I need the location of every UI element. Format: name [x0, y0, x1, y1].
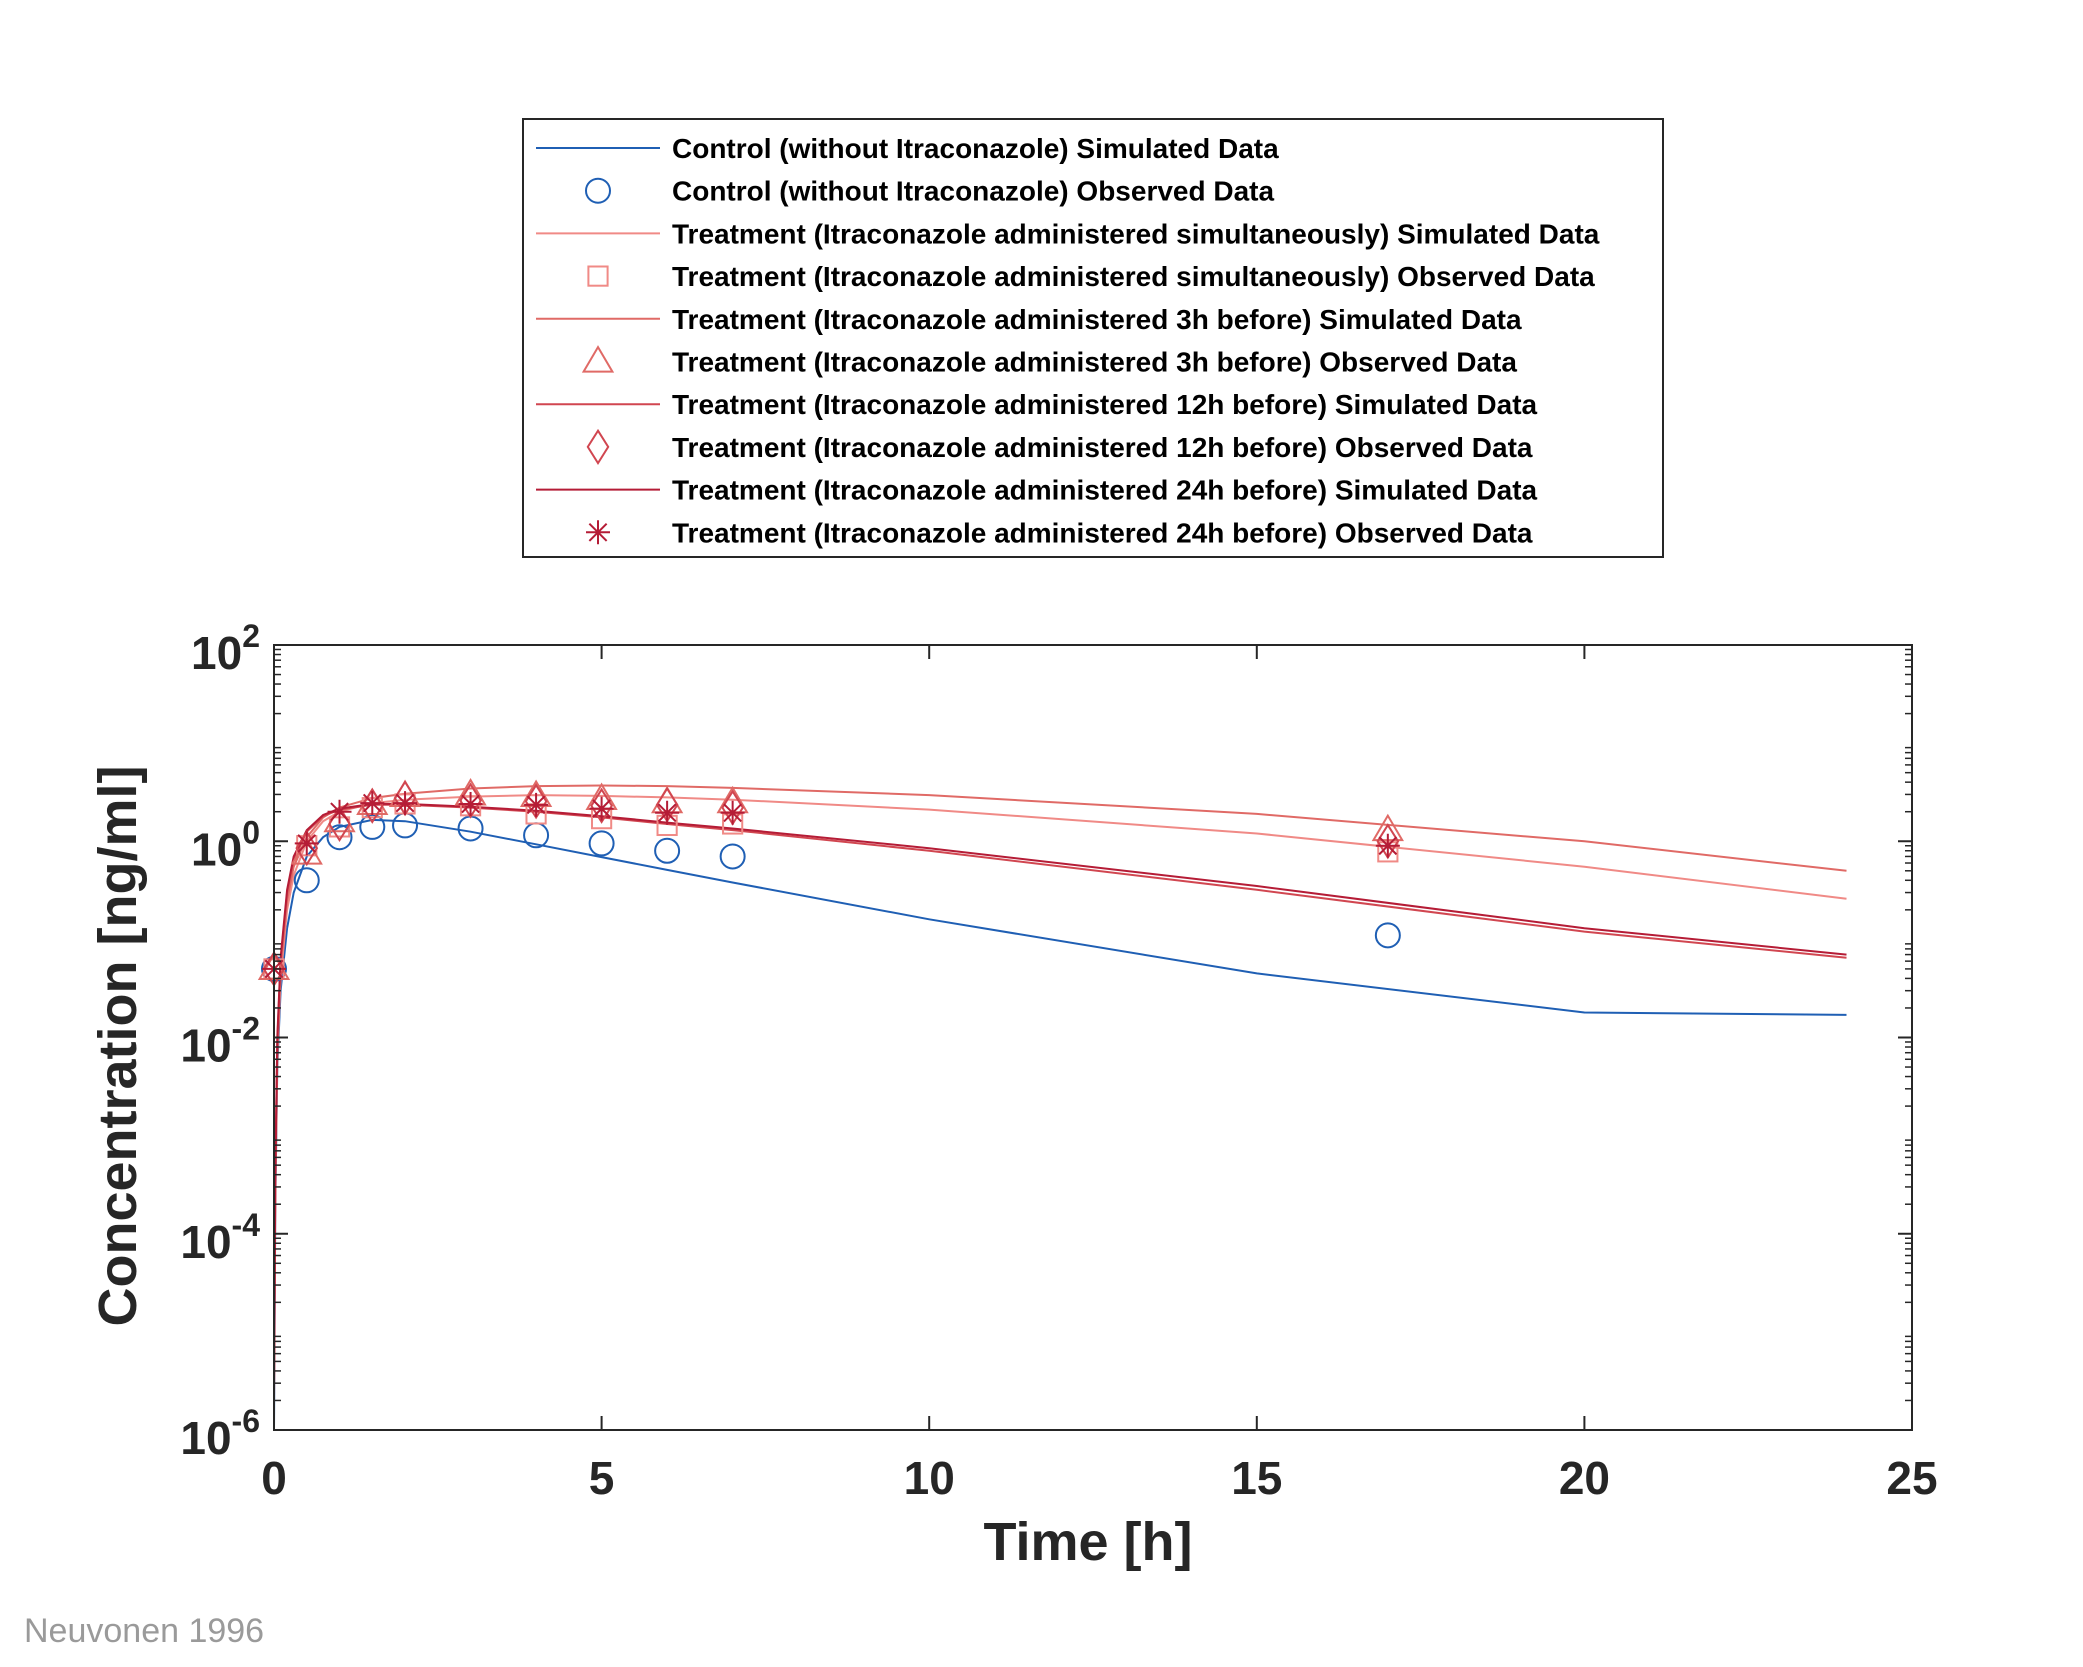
legend-item: Treatment (Itraconazole administered sim…: [536, 218, 1600, 249]
legend-label: Treatment (Itraconazole administered 24h…: [672, 517, 1533, 548]
series-line: [273, 784, 1847, 1401]
legend-item: Treatment (Itraconazole administered 24h…: [536, 475, 1538, 506]
legend-label: Treatment (Itraconazole administered sim…: [672, 218, 1600, 249]
legend: Control (without Itraconazole) Simulated…: [522, 118, 1664, 558]
data-point: [459, 782, 482, 819]
legend-marker-swatch: [581, 345, 615, 373]
y-axis-label: Concentration [ng/ml]: [88, 766, 148, 1327]
legend-label: Treatment (Itraconazole administered 24h…: [672, 475, 1538, 506]
data-point: [393, 791, 418, 816]
data-point: [719, 843, 746, 870]
legend-label: Treatment (Itraconazole administered 3h …: [672, 347, 1517, 378]
data-point: [590, 787, 613, 824]
x-axis-label: Time [h]: [983, 1512, 1192, 1572]
legend-label: Treatment (Itraconazole administered 12h…: [672, 432, 1533, 463]
y-tick-label: 10-6: [180, 1403, 260, 1464]
data-point: [654, 837, 681, 864]
legend-label: Control (without Itraconazole) Simulated…: [672, 133, 1279, 164]
data-point: [589, 796, 614, 821]
legend-marker-swatch: [585, 177, 611, 204]
axes-box: [273, 644, 1913, 1431]
data-point: [392, 812, 419, 839]
y-tick-label: 102: [191, 618, 260, 679]
data-point: [1374, 922, 1401, 949]
data-point: [1375, 833, 1400, 858]
data-point: [524, 792, 549, 817]
x-tick-label: 0: [261, 1452, 287, 1504]
data-point: [655, 800, 680, 825]
data-point: [359, 813, 386, 840]
data-point: [360, 787, 384, 824]
legend-item: Treatment (Itraconazole administered sim…: [587, 261, 1595, 292]
legend-item: Treatment (Itraconazole administered 12h…: [586, 428, 1533, 465]
series-line: [273, 794, 1847, 1401]
data-point: [294, 831, 319, 856]
legend-item: Treatment (Itraconazole administered 12h…: [536, 389, 1538, 420]
series-line: [273, 802, 1847, 1384]
series-line: [273, 803, 1847, 1384]
series-line: [273, 818, 1847, 1431]
legend-item: Treatment (Itraconazole administered 3h …: [536, 304, 1522, 335]
axes: 0 5 10 15 20 25 10-6 10-4 10-2 100 102: [180, 618, 1937, 1504]
legend-marker-swatch: [586, 428, 610, 465]
data-point: [720, 800, 745, 825]
source-note: Neuvonen 1996: [24, 1612, 265, 1650]
legend-label: Treatment (Itraconazole administered 3h …: [672, 304, 1522, 335]
legend-item: Control (without Itraconazole) Observed …: [585, 176, 1274, 207]
data-point: [457, 815, 484, 842]
y-tick-label: 10-2: [180, 1011, 260, 1072]
x-tick-label: 15: [1231, 1452, 1282, 1504]
x-tick-label: 25: [1886, 1452, 1937, 1504]
data-point: [327, 799, 352, 824]
data-point: [326, 824, 353, 851]
plot-area: [257, 778, 1847, 1431]
legend-marker-swatch: [587, 265, 609, 287]
data-point: [293, 867, 320, 894]
x-tick-label: 20: [1559, 1452, 1610, 1504]
data-point: [458, 791, 483, 816]
legend-item: Treatment (Itraconazole administered 3h …: [581, 345, 1517, 378]
y-tick-label: 10-4: [180, 1207, 260, 1268]
legend-label: Treatment (Itraconazole administered sim…: [672, 261, 1595, 292]
x-tick-label: 5: [589, 1452, 615, 1504]
data-point: [588, 830, 615, 857]
y-tick-label: 100: [191, 814, 260, 875]
x-tick-label: 10: [904, 1452, 955, 1504]
legend-item: Treatment (Itraconazole administered 24h…: [586, 517, 1533, 548]
legend-item: Control (without Itraconazole) Simulated…: [536, 133, 1279, 164]
legend-marker-swatch: [586, 520, 610, 545]
data-point: [524, 783, 548, 820]
legend-label: Treatment (Itraconazole administered 12h…: [672, 389, 1538, 420]
legend-label: Control (without Itraconazole) Observed …: [672, 176, 1274, 207]
data-point: [360, 791, 385, 816]
legend-box: [522, 118, 1664, 558]
